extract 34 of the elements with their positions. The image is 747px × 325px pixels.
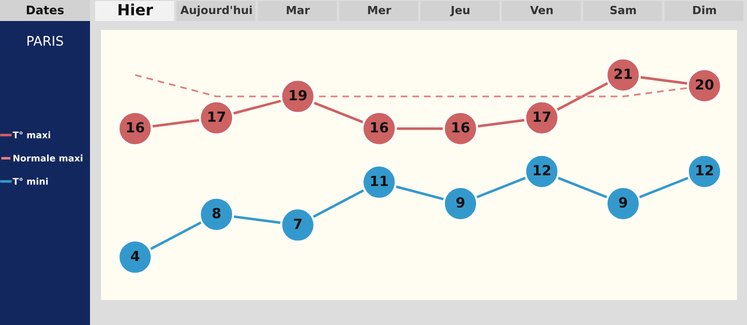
legend-label: Normale maxi [13,154,82,162]
data-label: 16 [452,122,470,133]
data-label: 9 [619,197,628,208]
data-label: 4 [130,250,140,262]
point [198,196,234,232]
data-label: 16 [127,122,144,133]
data-label: 17 [208,112,226,122]
x-axis-title: Dates [26,6,64,14]
x-tick-label: Hier [118,4,154,16]
x-tick-label: Jeu [450,6,470,16]
point [117,239,153,275]
x-tick-label: Sam [610,6,636,14]
point [605,186,641,222]
x-tick-label: Dim [693,6,716,14]
data-label: 20 [696,79,714,90]
data-label: 21 [614,68,632,79]
data-label: 16 [371,122,388,133]
data-label: 9 [456,197,464,208]
x-tick-label: Mer [368,6,392,14]
x-tick-label: Aujourd'hui [180,6,252,16]
data-label: 12 [696,164,713,176]
legend-label: T° mini [12,178,48,185]
data-label: 8 [212,208,220,218]
chart-title: PARIS [28,36,64,46]
point [442,186,478,222]
point [280,207,316,243]
data-label: 12 [534,164,550,176]
x-tick-label: Mar [286,6,310,14]
data-label: 19 [290,90,307,100]
legend-label: T° maxi [12,131,50,138]
data-label: 7 [294,218,302,229]
data-label: 11 [371,176,388,186]
data-label: 17 [534,112,550,122]
x-tick-label: Ven [530,6,553,14]
